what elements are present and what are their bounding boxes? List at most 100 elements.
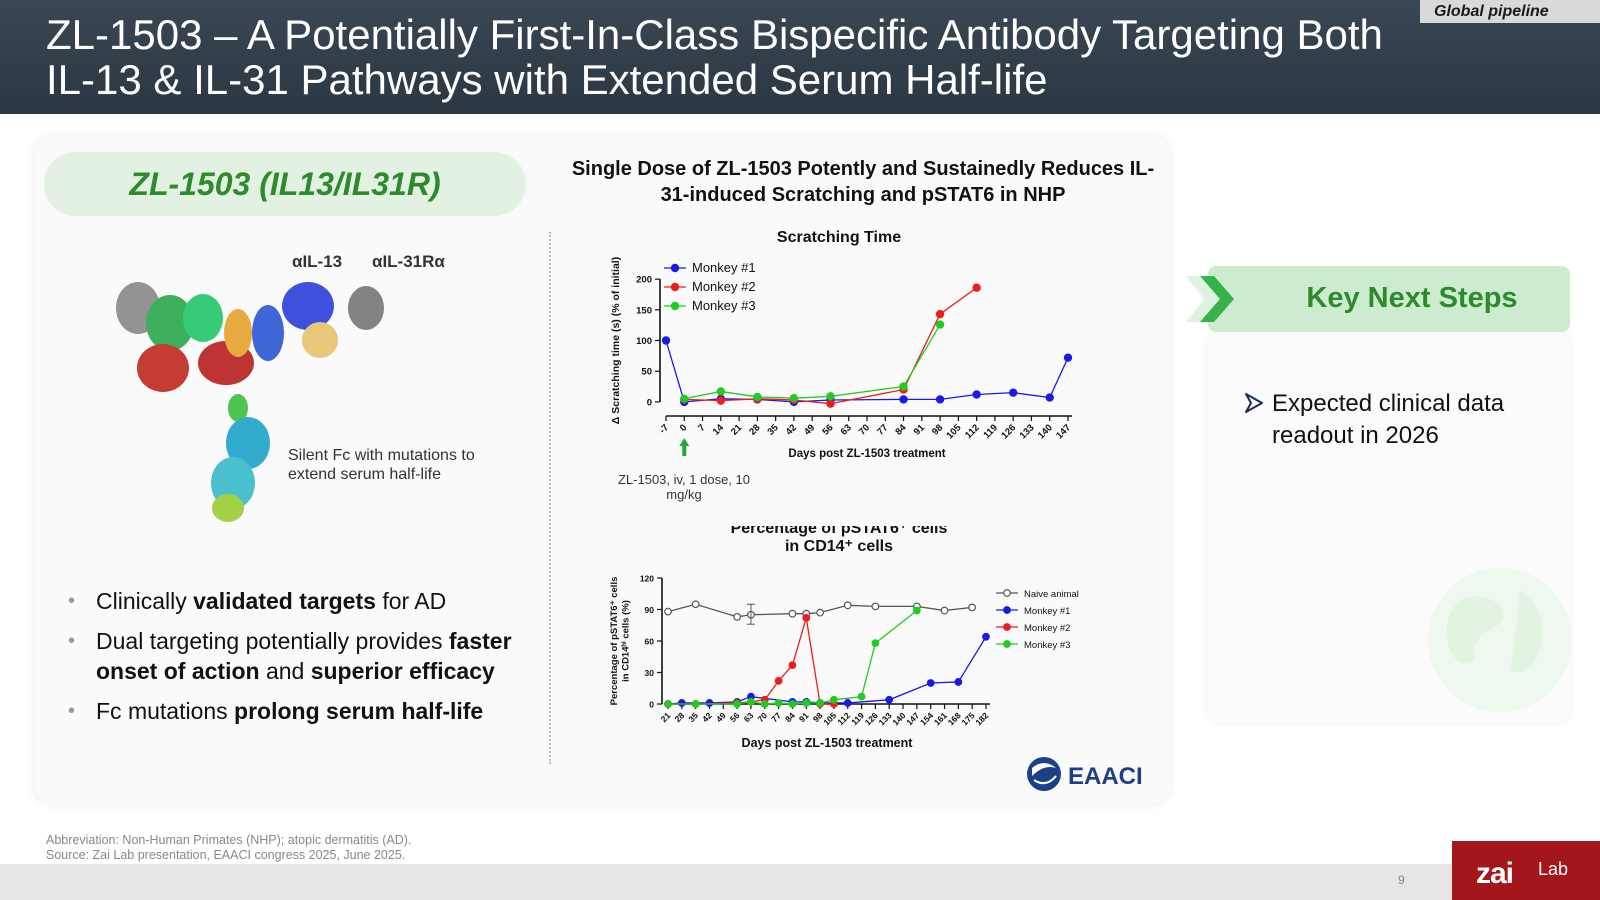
chart1-x-axis-label: Days post ZL-1503 treatment <box>788 448 945 460</box>
chart2-legend-marker <box>1003 606 1011 614</box>
chart2-x-tick-label: 91 <box>797 710 811 724</box>
chart1-point-monkey-1 <box>1008 388 1018 397</box>
dose-arrow-icon <box>679 438 690 456</box>
chart1-x-tick-label: 63 <box>839 422 854 437</box>
chart1-point-monkey-3 <box>789 393 799 403</box>
chart1-x-tick-label: 147 <box>1054 422 1073 441</box>
chart1-x-tick-label: 112 <box>963 422 982 441</box>
chart2-point-naive-animal <box>940 606 949 615</box>
chart2-x-tick-label: 77 <box>769 710 783 724</box>
chart2-legend-marker <box>1003 640 1011 648</box>
chart2-point-naive-animal <box>816 608 824 617</box>
chart2-y-axis-label: Percentage of pSTAT6⁺ cellsin CD14ʰⁱ cel… <box>609 577 632 706</box>
chart2-point-monkey-3 <box>871 639 880 647</box>
chart2-x-tick-label: 84 <box>783 710 797 724</box>
footnote: Abbreviation: Non-Human Primates (NHP); … <box>46 833 411 863</box>
chart2-point-monkey-3 <box>760 700 769 708</box>
chart1-x-tick-label: 98 <box>930 422 945 437</box>
chart2-title-line: in CD14⁺ cells <box>785 538 893 555</box>
chart2-x-tick-label: 56 <box>728 710 742 724</box>
chart2-point-naive-animal <box>691 600 700 609</box>
chart2-point-monkey-1 <box>982 632 990 641</box>
chart2-point-monkey-3 <box>733 700 742 708</box>
chart2-legend-label: Monkey #2 <box>1024 623 1070 634</box>
chart2-x-tick-label: 21 <box>659 710 673 724</box>
eaaci-logo-text: EAACI <box>1068 763 1143 790</box>
chart1-series-line-monkey-2 <box>684 287 978 405</box>
chart2-x-tick-label: 35 <box>686 710 700 724</box>
chart2-point-monkey-1 <box>954 678 963 686</box>
chart2-point-monkey-3 <box>691 700 700 708</box>
arrow-bullet-icon <box>1245 393 1263 413</box>
panel-divider <box>549 232 551 764</box>
chart2-point-monkey-3 <box>747 697 755 706</box>
chart2-point-monkey-3 <box>857 692 866 701</box>
chart2-series-line-monkey-2 <box>668 617 834 705</box>
chart1-title: Scratching Time <box>777 229 901 246</box>
next-step-item: Expected clinical data readout in 2026 <box>1272 390 1505 449</box>
next-steps-header <box>1208 266 1570 332</box>
chart1-x-tick-label: 70 <box>857 422 872 437</box>
chart1-x-tick-label: 0 <box>678 422 690 434</box>
chart1-x-tick-label: 140 <box>1036 422 1055 441</box>
chart1-point-monkey-1 <box>1063 353 1073 362</box>
bullet-fc-mutations: Fc mutations prolong serum half-life <box>64 696 534 726</box>
logo-main-text: zai <box>1476 857 1514 890</box>
chart2-point-naive-animal <box>843 601 852 610</box>
chart2-point-monkey-1 <box>885 695 894 704</box>
chart1-point-monkey-1 <box>935 395 945 404</box>
chart2-point-monkey-3 <box>664 700 672 708</box>
chart2-point-naive-animal <box>968 603 977 612</box>
antibody-structure-image <box>116 282 384 522</box>
chart1-y-tick-label: 0 <box>647 397 652 408</box>
bullet-validated-targets: Clinically validated targets for AD <box>64 586 534 616</box>
label-anti-il13: αIL-13 <box>292 252 343 271</box>
logo-sub-text: Lab <box>1538 859 1569 879</box>
footnote-abbreviation: Abbreviation: Non-Human Primates (NHP); … <box>46 833 412 847</box>
chart1-legend-marker <box>670 282 680 292</box>
chart2-point-monkey-3 <box>802 699 811 707</box>
chart2-y-tick-label: 30 <box>645 668 655 678</box>
chart1-x-tick-label: 91 <box>912 422 928 438</box>
chart2-point-monkey-3 <box>912 606 921 615</box>
chevron-right-icon <box>1186 276 1234 322</box>
chart1-x-tick-label: 77 <box>875 422 890 437</box>
globe-watermark-icon <box>1428 568 1570 712</box>
chart2-point-monkey-3 <box>774 699 783 707</box>
chart1-point-monkey-1 <box>899 395 908 404</box>
chart1-x-tick-label: 56 <box>820 422 835 437</box>
chart1-point-monkey-1 <box>1045 393 1054 402</box>
header-bar: ZL-1503 – A Potentially First-In-Class B… <box>0 0 1600 114</box>
chart1-y-tick-label: 50 <box>641 367 652 378</box>
chart1-x-tick-label: 35 <box>765 422 781 438</box>
chart2-point-monkey-2 <box>802 613 811 622</box>
pstat6-chart: Percentage of pSTAT6⁺ cells in CD14⁺ cell… <box>609 526 1079 750</box>
pipeline-tag: Global pipeline <box>1420 0 1600 23</box>
chart2-point-naive-animal <box>788 609 797 618</box>
chart2-point-monkey-2 <box>788 661 797 670</box>
page-title: ZL-1503 – A Potentially First-In-Class B… <box>46 11 1383 103</box>
chart1-x-tick-label: -7 <box>657 422 671 436</box>
charts-heading: Single Dose of ZL-1503 Potently and Sust… <box>571 158 1155 206</box>
chart1-x-tick-label: 14 <box>711 422 727 438</box>
chart1-x-tick-label: 119 <box>981 422 1000 441</box>
chart2-series-line-naive-animal <box>667 603 973 618</box>
footnote-source: Source: Zai Lab presentation, EAACI cong… <box>46 848 406 862</box>
chart2-y-tick-label: 90 <box>645 605 655 615</box>
chart1-series-line-monkey-1 <box>665 340 1069 403</box>
chart1-point-monkey-2 <box>716 396 726 405</box>
chart2-series-line-monkey-1 <box>667 636 987 705</box>
fc-mutation-note: Silent Fc with mutations to extend serum… <box>288 447 475 483</box>
chart2-x-axis-label: Days post ZL-1503 treatment <box>742 736 914 750</box>
chart1-point-monkey-3 <box>899 382 908 391</box>
chart1-legend-label: Monkey #1 <box>692 260 756 275</box>
chart1-x-tick-label: 42 <box>784 422 799 437</box>
chart2-x-tick-label: 28 <box>672 710 686 724</box>
eaaci-logo: EAACI <box>1027 757 1143 791</box>
chart1-legend-marker <box>670 301 680 311</box>
dose-note: ZL-1503, iv, 1 dose, 10 mg/kg <box>617 472 750 502</box>
chart1-legend-marker <box>670 263 680 273</box>
chart1-point-monkey-2 <box>972 283 981 292</box>
chart2-x-tick-label: 63 <box>742 710 756 724</box>
chart1-point-monkey-1 <box>661 336 671 345</box>
